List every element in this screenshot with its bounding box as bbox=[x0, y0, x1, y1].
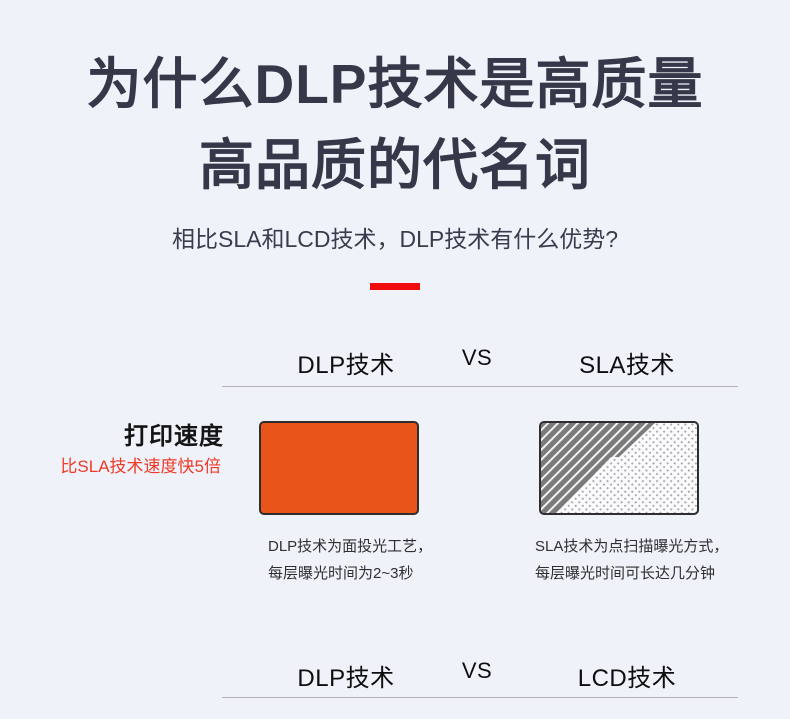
sla-caption-line-2: 每层曝光时间可长达几分钟 bbox=[535, 565, 716, 582]
dlp-caption: DLP技术为面投光工艺， 每层曝光时间为2~3秒 bbox=[268, 533, 432, 587]
title-line-1: 为什么DLP技术是高质量 bbox=[86, 53, 704, 115]
vs-label: VS bbox=[461, 345, 493, 370]
vs-label-2: VS bbox=[461, 658, 493, 683]
sla-caption-line-1: SLA技术为点扫描曝光方式， bbox=[535, 538, 729, 555]
sla-point-scan-exposure-swatch bbox=[539, 421, 699, 515]
dlp-caption-line-1: DLP技术为面投光工艺， bbox=[268, 538, 433, 555]
dlp-full-area-exposure-swatch bbox=[259, 421, 419, 515]
column-header-dlp: DLP技术 bbox=[297, 352, 395, 379]
feature-name-print-speed: 打印速度 bbox=[124, 423, 224, 450]
header-divider bbox=[222, 386, 738, 387]
column-header-lcd: LCD技术 bbox=[577, 665, 677, 692]
dlp-caption-line-2: 每层曝光时间为2~3秒 bbox=[268, 565, 414, 582]
column-header-sla: SLA技术 bbox=[579, 352, 675, 379]
page-subtitle: 相比SLA和LCD技术，DLP技术有什么优势? bbox=[171, 226, 619, 252]
red-accent-bar bbox=[370, 283, 420, 290]
sla-caption: SLA技术为点扫描曝光方式， 每层曝光时间可长达几分钟 bbox=[535, 533, 728, 587]
page-title: 为什么DLP技术是高质量 高品质的代名词 bbox=[0, 44, 790, 206]
title-line-2: 高品质的代名词 bbox=[198, 134, 591, 196]
sla-scanned-hatch-triangle bbox=[541, 423, 657, 513]
sla-swatch-border bbox=[539, 421, 699, 515]
feature-highlight-note: 比SLA技术速度快5倍 bbox=[60, 457, 221, 476]
column-header-dlp-2: DLP技术 bbox=[297, 665, 395, 692]
header-divider-2 bbox=[222, 697, 738, 698]
